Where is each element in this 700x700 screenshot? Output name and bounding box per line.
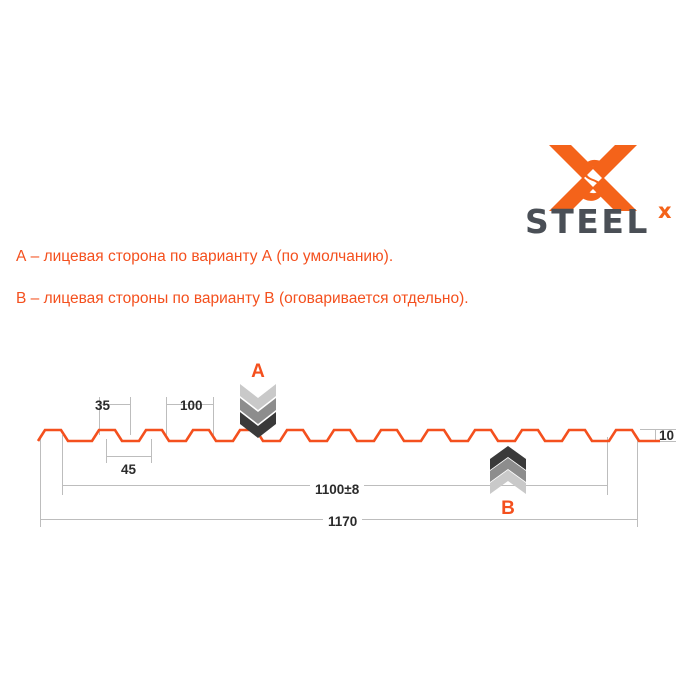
side-marker-b: B [486, 446, 530, 519]
side-marker-a-label: A [251, 361, 265, 382]
wordmark-superscript-x: x [658, 199, 672, 223]
steelx-x-monogram-icon [547, 143, 639, 213]
profile-cross-section-drawing [0, 355, 700, 550]
side-marker-a: A [236, 362, 280, 443]
dimension-label-rib-top-width: 35 [95, 398, 111, 413]
side-marker-b-label: B [501, 498, 515, 519]
legend-line-a: А – лицевая сторона по варианту А (по ум… [16, 248, 394, 265]
chevron-up-icon [486, 446, 530, 499]
chevron-down-icon [236, 382, 280, 443]
dimension-label-working-width: 1100±8 [310, 482, 365, 497]
profile-polyline [36, 428, 660, 443]
dimension-label-rib-height: 10 [659, 428, 675, 443]
legend-line-b: В – лицевая стороны по варианту В (огова… [16, 290, 469, 307]
steelx-wordmark: STEEL x [525, 201, 690, 247]
dimension-label-rib-pitch: 100 [180, 398, 203, 413]
dimension-label-rib-bottom-width: 45 [121, 462, 137, 477]
steelx-logo: STEEL x [525, 143, 690, 248]
wordmark-steel: STEEL [525, 202, 650, 241]
dimension-label-overall-width: 1170 [323, 514, 363, 529]
